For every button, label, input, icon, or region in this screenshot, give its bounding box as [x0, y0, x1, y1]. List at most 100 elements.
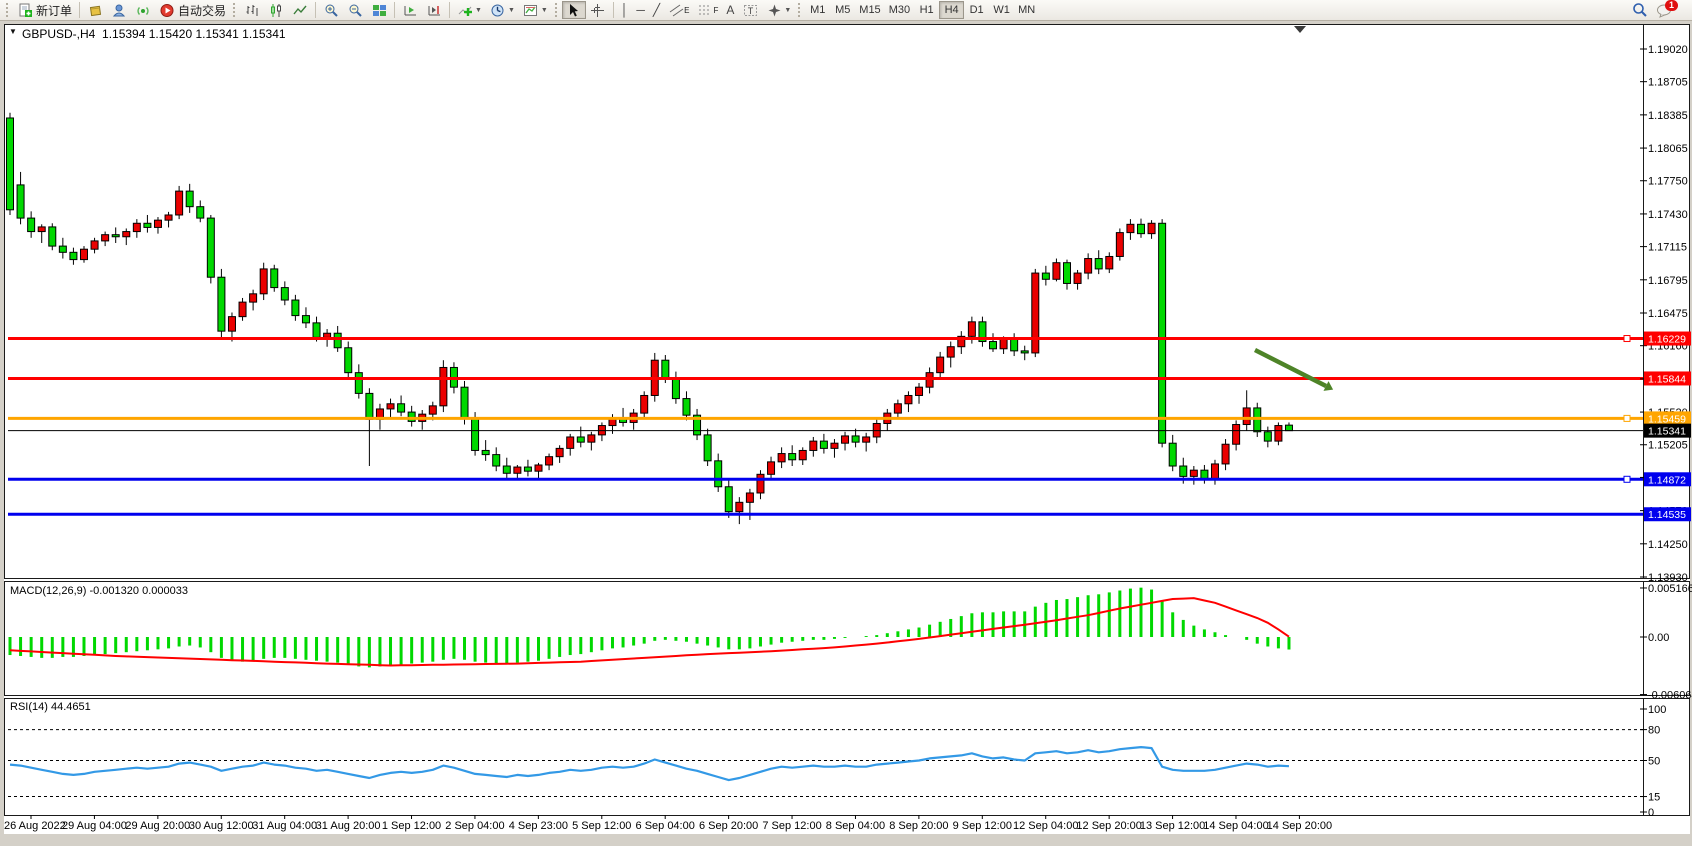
candle — [693, 414, 702, 436]
candle — [1158, 222, 1167, 444]
line-chart-button[interactable] — [288, 1, 312, 19]
candle — [153, 219, 162, 228]
time-tick-label: 2 Sep 04:00 — [445, 820, 504, 832]
candle — [1052, 262, 1061, 280]
timeframe-h4-button[interactable]: H4 — [939, 1, 965, 19]
trend-arrow-head[interactable] — [1323, 381, 1334, 391]
zoom-in-button[interactable] — [319, 1, 343, 19]
toolbar-gripper[interactable] — [233, 3, 237, 17]
chart-shift-button[interactable] — [422, 1, 446, 19]
equidistant-channel-tool-button[interactable]: E — [664, 1, 693, 19]
candle — [90, 240, 99, 250]
macd-histogram-bar — [61, 637, 65, 657]
indicators-button[interactable]: ▼ — [453, 1, 486, 19]
candle — [502, 465, 511, 474]
crosshair-tool-button[interactable] — [586, 1, 610, 19]
svg-text:T: T — [748, 6, 754, 16]
horizontal-line-icon: ─ — [636, 3, 645, 17]
cursor-tool-button[interactable] — [561, 1, 586, 19]
candlestick-chart-button[interactable] — [264, 1, 288, 19]
new-order-button[interactable]: 新订单 — [13, 1, 76, 19]
candle — [164, 214, 173, 221]
macd-histogram-bar — [241, 637, 245, 662]
macd-histogram-bar — [262, 637, 266, 659]
text-label-tool-button[interactable]: T — [738, 1, 762, 19]
trendline-tool-button[interactable]: ╱ — [649, 1, 664, 19]
line-handle[interactable] — [1623, 414, 1631, 422]
chat-button[interactable]: 1 — [1652, 0, 1689, 19]
marketplace-button[interactable] — [83, 1, 107, 19]
price-axis[interactable]: 1.19020 1.18705 1.18385 1.18065 1.17750 1.174… — [1640, 44, 1691, 584]
candle — [323, 332, 332, 338]
chart-menu-arrow-icon[interactable]: ▼ — [9, 27, 17, 36]
timeframe-d1-button[interactable]: D1 — [969, 4, 984, 16]
templates-button[interactable]: ▼ — [519, 1, 552, 19]
arrows-tool-icon — [766, 2, 782, 18]
price-tick-label: 1.16795 — [1648, 275, 1688, 287]
fibonacci-tool-button[interactable]: F — [693, 1, 722, 19]
bar-chart-button[interactable] — [240, 1, 264, 19]
text-tool-button[interactable]: A — [722, 1, 738, 19]
drawing-objects[interactable] — [1253, 26, 1334, 391]
periods-button[interactable]: ▼ — [486, 1, 519, 19]
zoom-out-icon — [347, 2, 363, 18]
toolbar-gripper[interactable] — [554, 3, 559, 17]
time-tick-label: 30 Aug 12:00 — [189, 820, 254, 832]
macd-histogram-bar — [579, 637, 583, 655]
price-badge-label: 1.15844 — [1648, 373, 1686, 385]
timeframe-m1-button[interactable]: M1 — [810, 4, 826, 16]
price-tick-label: 1.13930 — [1648, 572, 1688, 584]
candle — [1115, 232, 1124, 257]
macd-signal-line — [9, 597, 1290, 667]
trend-arrow-object[interactable] — [1253, 347, 1328, 389]
candle — [1031, 272, 1040, 354]
toolbar-gripper[interactable] — [6, 3, 10, 17]
community-button[interactable] — [107, 1, 131, 19]
line-handle[interactable] — [1623, 335, 1631, 343]
text-tool-label: A — [726, 3, 735, 17]
tile-windows-icon — [371, 2, 387, 18]
toolbar-gripper[interactable] — [798, 3, 802, 17]
macd-histogram-bar — [748, 637, 752, 649]
horizontal-line-tool-button[interactable]: ─ — [632, 1, 649, 19]
search-icon — [1632, 2, 1648, 18]
auto-scroll-button[interactable] — [398, 1, 422, 19]
timeframe-m15-button[interactable]: M15 — [859, 4, 881, 16]
macd-histogram-bar — [399, 637, 403, 665]
rsi-tick-label: 50 — [1648, 756, 1660, 768]
timeframe-m30-button[interactable]: M30 — [888, 4, 911, 16]
zoom-out-button[interactable] — [343, 1, 367, 19]
rsi-tick-label: 100 — [1648, 704, 1666, 716]
tile-windows-button[interactable] — [367, 1, 391, 19]
line-handle[interactable] — [1623, 475, 1631, 483]
candle — [471, 417, 480, 451]
rsi-pane: 100 80 50 15 0 — [8, 704, 1666, 819]
timeframe-mn-button[interactable]: MN — [1018, 4, 1036, 16]
macd-histogram-bar — [737, 637, 741, 650]
chart-shift-marker[interactable] — [1294, 26, 1306, 33]
horizontal-line-objects[interactable] — [8, 335, 1643, 516]
broadcast-signal-icon — [135, 2, 151, 18]
timeframe-w1-button[interactable]: W1 — [993, 4, 1010, 16]
time-tick-label: 8 Sep 04:00 — [826, 820, 885, 832]
candle — [841, 435, 850, 444]
pane-border — [4, 581, 1690, 696]
macd-histogram-bar — [167, 637, 171, 649]
candle — [259, 268, 268, 295]
timeframe-h1-button[interactable]: H1 — [919, 4, 934, 16]
candle — [111, 234, 120, 238]
macd-histogram-bar — [124, 637, 128, 653]
arrows-tool-button[interactable]: ▼ — [762, 1, 795, 19]
candle — [101, 234, 110, 242]
auto-trading-button[interactable]: 自动交易 — [155, 1, 230, 19]
timeframe-m5-button[interactable]: M5 — [835, 4, 851, 16]
broadcast-button[interactable] — [131, 1, 155, 19]
vertical-line-tool-button[interactable]: │ — [617, 1, 633, 19]
macd-histogram-bar — [1150, 589, 1154, 637]
search-button[interactable] — [1628, 1, 1652, 19]
macd-histogram-bar — [674, 637, 678, 641]
candle — [354, 372, 363, 394]
pane-borders — [4, 24, 1690, 816]
